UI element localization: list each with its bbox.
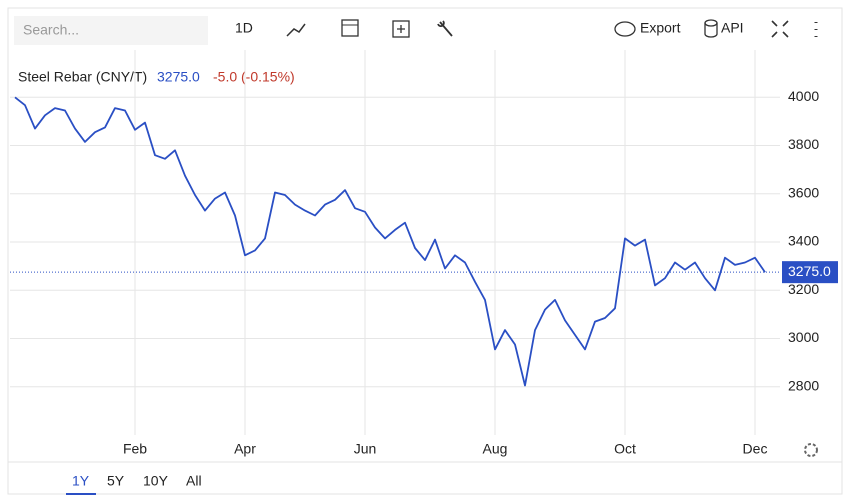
gear-icon[interactable] (804, 443, 818, 457)
y-tick-label: 3800 (788, 136, 819, 152)
price-line (14, 96, 766, 387)
y-tick-label: 3200 (788, 281, 819, 297)
interval-button[interactable]: 1D (235, 20, 253, 36)
y-tick-label: 3400 (788, 233, 819, 249)
range-button[interactable]: 5Y (107, 473, 125, 489)
y-tick-label: 3600 (788, 184, 819, 200)
search-box[interactable] (14, 16, 208, 45)
last-price-label: 3275.0 (788, 263, 831, 279)
x-tick-label: Jun (354, 441, 377, 457)
x-tick-label: Apr (234, 441, 256, 457)
y-tick-label: 2800 (788, 377, 819, 393)
price-change: -5.0 (-0.15%) (213, 69, 295, 85)
calendar-icon[interactable] (341, 19, 359, 37)
add-icon[interactable] (392, 20, 410, 38)
last-price-badge (782, 261, 838, 284)
add-icon-plus (397, 25, 405, 33)
export-icon[interactable] (614, 21, 636, 37)
range-button[interactable]: 10Y (143, 473, 169, 489)
frame (7, 7, 843, 495)
range-button[interactable]: 1Y (72, 473, 90, 489)
y-tick-label: 4000 (788, 88, 819, 104)
search-placeholder[interactable]: Search... (23, 22, 79, 38)
export-button[interactable]: Export (640, 20, 681, 36)
x-tick-label: Feb (123, 441, 147, 457)
x-tick-label: Aug (483, 441, 508, 457)
x-tick-label: Dec (743, 441, 768, 457)
range-button[interactable]: All (186, 473, 202, 489)
api-icon-body (704, 23, 718, 38)
last-price: 3275.0 (157, 69, 200, 85)
x-tick-label: Oct (614, 441, 636, 457)
settings-icon[interactable] (437, 20, 453, 37)
fullscreen-icon[interactable] (771, 20, 789, 38)
api-button[interactable]: API (721, 20, 744, 36)
y-tick-label: 3000 (788, 329, 819, 345)
chart-title: Steel Rebar (CNY/T) (18, 69, 147, 85)
chart-type-icon[interactable] (286, 23, 306, 37)
